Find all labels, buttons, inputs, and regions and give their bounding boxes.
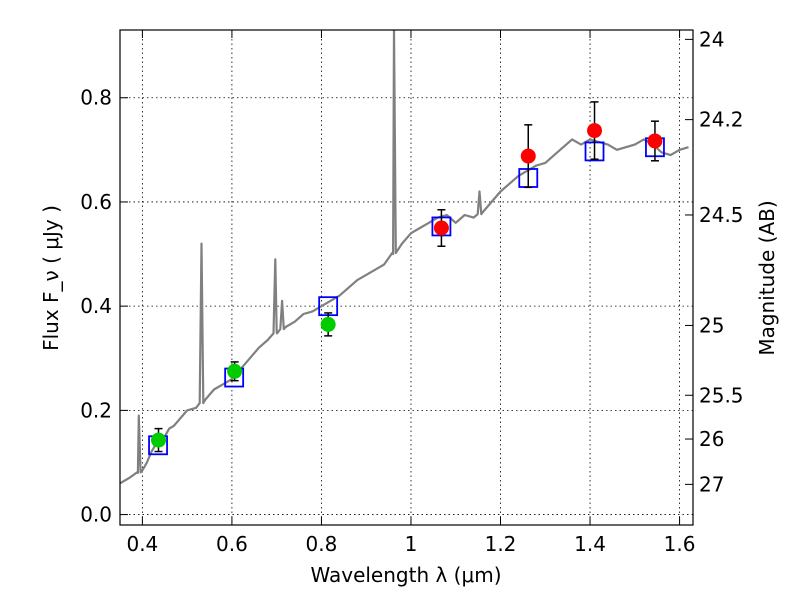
x-tick-label: 1.4 [574,532,606,556]
y2-tick-label: 24.2 [699,108,744,132]
plot-area [120,30,689,485]
y2-tick-label: 24.5 [699,203,744,227]
grid-lines [120,30,693,525]
observed-photometry-point [520,148,536,164]
observed-photometry-point [433,220,449,236]
y-axis-label: Flux F_ν ( μJy ) [39,205,63,351]
y2-tick-label: 27 [699,472,724,496]
y2-tick-label: 26 [699,427,724,451]
observed-photometry-point [320,316,336,332]
y2-tick-label: 25.5 [699,383,744,407]
x-tick-label: 1.6 [664,532,696,556]
observed-photometry-point [587,123,603,139]
observed-photometry-point [227,363,243,379]
plot-frame [119,29,694,526]
y-tick-label: 0.2 [80,398,112,422]
y-tick-label: 0.8 [80,86,112,110]
x-axis-label: Wavelength λ (μm) [310,563,501,587]
y-tick-label: 0.0 [80,503,112,527]
observed-photometry-point [150,432,166,448]
model-spectrum-line [120,30,689,485]
x-tick-label: 0.8 [306,532,338,556]
y-tick-label: 0.4 [80,294,112,318]
observed-photometry-point [647,133,663,149]
x-tick-label: 0.6 [216,532,248,556]
y2-tick-label: 25 [699,313,724,337]
axis-ticks: 0.4 0.6 0.8 1 1.2 1.4 1.6 0.0 0.2 0.4 0.6 0.8 24 24.2… [80,27,743,556]
x-tick-label: 1 [405,532,418,556]
y2-tick-label: 24 [699,27,724,51]
x-tick-label: 1.2 [485,532,517,556]
y-tick-label: 0.6 [80,190,112,214]
x-tick-label: 0.4 [126,532,158,556]
y2-axis-label: Magnitude (AB) [755,200,779,355]
